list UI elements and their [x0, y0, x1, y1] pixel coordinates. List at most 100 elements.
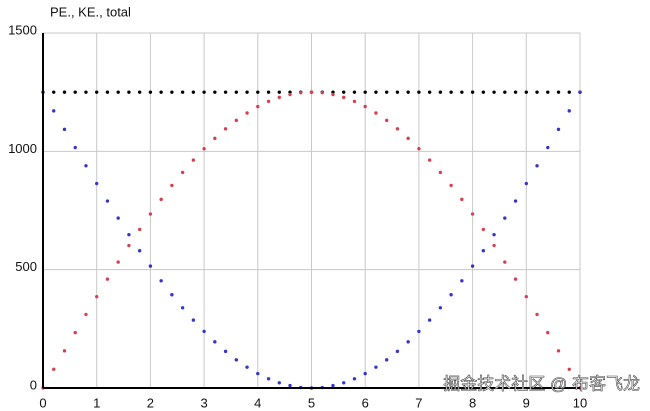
watermark: 掘金技术社区 @ 布客飞龙 [443, 374, 640, 393]
point [524, 90, 528, 94]
point [180, 90, 185, 94]
point [460, 279, 464, 283]
point [460, 90, 464, 94]
point [52, 367, 56, 372]
point [277, 90, 281, 94]
point [546, 330, 550, 335]
point [567, 109, 571, 113]
point [256, 90, 260, 94]
point [363, 90, 367, 94]
x-tick-label: 9 [523, 395, 530, 410]
point [406, 340, 410, 344]
point [223, 127, 228, 131]
y-tick-label: 500 [15, 259, 37, 274]
point [234, 118, 239, 123]
point [427, 90, 432, 94]
point [438, 90, 443, 94]
point [245, 90, 249, 94]
point [245, 365, 249, 369]
y-tick-label: 1500 [8, 22, 37, 37]
point [137, 227, 142, 232]
point [546, 145, 550, 150]
point [116, 216, 120, 220]
y-tick-label: 0 [30, 377, 37, 392]
point [320, 90, 324, 95]
point [277, 95, 281, 100]
point [127, 243, 131, 248]
point [95, 294, 99, 299]
point [84, 164, 88, 168]
point [73, 145, 77, 150]
point [406, 90, 410, 94]
point [331, 92, 335, 97]
point [52, 90, 56, 94]
point [438, 170, 443, 175]
point [384, 90, 389, 94]
point [234, 358, 239, 362]
point [513, 277, 518, 281]
x-tick-label: 2 [147, 395, 154, 410]
x-tick-label: 8 [469, 395, 476, 410]
point [363, 104, 367, 109]
x-tick-label: 5 [308, 395, 315, 410]
point [202, 90, 206, 94]
point [73, 90, 77, 94]
point [556, 127, 561, 132]
point [470, 212, 475, 216]
point [503, 260, 507, 264]
point [535, 90, 539, 94]
marks [41, 90, 582, 390]
point [449, 90, 453, 94]
point [191, 318, 196, 322]
point [449, 293, 453, 297]
point [492, 232, 496, 237]
point [417, 329, 421, 334]
point [331, 90, 335, 94]
point [524, 181, 528, 186]
point [62, 349, 67, 353]
point [191, 90, 196, 94]
x-tick-label: 4 [254, 395, 261, 410]
point [202, 329, 206, 334]
point [384, 358, 389, 362]
point [288, 92, 292, 97]
point [470, 264, 475, 268]
point [223, 349, 228, 354]
point [170, 90, 174, 94]
point [546, 90, 550, 94]
point [223, 90, 228, 94]
point [213, 136, 217, 141]
point [202, 147, 206, 151]
point [513, 199, 518, 203]
point [503, 216, 507, 220]
point [309, 90, 314, 94]
point [427, 318, 432, 322]
point [438, 306, 443, 310]
point [73, 330, 77, 335]
chart-title: PE., KE., total [50, 4, 131, 19]
point [513, 90, 518, 94]
x-tick-label: 7 [415, 395, 422, 410]
point [352, 377, 357, 381]
point [299, 90, 303, 95]
point [384, 118, 389, 123]
point [417, 147, 421, 151]
point [288, 90, 292, 94]
point [556, 349, 561, 353]
point [578, 90, 582, 94]
point [417, 90, 421, 94]
point [395, 90, 400, 94]
point [374, 365, 378, 369]
point [342, 95, 346, 100]
point [180, 170, 185, 175]
point [266, 90, 271, 94]
point [148, 264, 153, 268]
point [492, 90, 496, 94]
point [374, 90, 378, 94]
point [535, 312, 539, 317]
point [256, 371, 260, 376]
point [84, 312, 88, 317]
point [374, 111, 378, 115]
point [427, 158, 432, 162]
point [116, 90, 120, 94]
